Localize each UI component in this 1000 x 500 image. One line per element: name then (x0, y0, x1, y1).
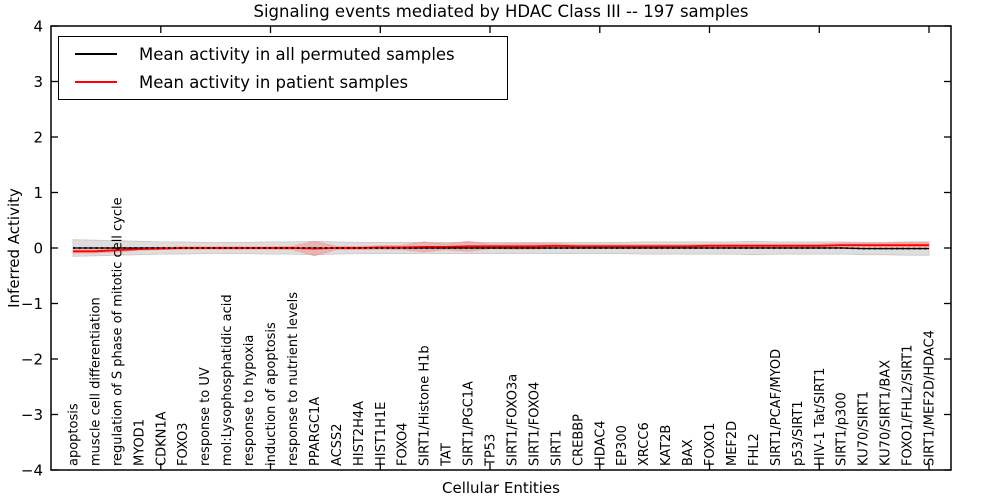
patient-mean-line (73, 244, 929, 253)
x-category-label: SIRT1/FOXO3a (506, 374, 521, 466)
x-category-label: SIRT1/FOXO4 (527, 382, 542, 466)
y-tick-label: −4 (21, 462, 43, 480)
x-category-label: EP300 (615, 425, 630, 466)
x-category-label: MYOD1 (132, 419, 147, 466)
x-category-label: FOXO3 (176, 423, 191, 466)
y-tick-label: 3 (33, 73, 43, 91)
y-tick-label: 4 (33, 18, 43, 36)
x-category-label: KU70/SIRT1 (857, 391, 872, 466)
legend-line-permuted-icon (75, 53, 117, 55)
x-category-label: response to nutrient levels (286, 292, 301, 466)
legend-line-patient-icon (75, 81, 117, 83)
x-category-label: XRCC6 (637, 422, 652, 466)
x-category-label: induction of apoptosis (264, 322, 279, 466)
x-category-label: CREBBP (571, 414, 586, 466)
x-category-label: HDAC4 (593, 420, 608, 466)
y-tick-label: −2 (21, 351, 43, 369)
x-category-label: PPARGC1A (308, 397, 323, 466)
legend: Mean activity in all permuted samples Me… (58, 36, 508, 100)
y-tick-label: 0 (33, 240, 43, 258)
legend-entry-patient: Mean activity in patient samples (59, 69, 507, 95)
x-category-label: FOXO1 (703, 423, 718, 466)
x-category-label: regulation of S phase of mitotic cell cy… (110, 197, 125, 466)
x-category-label: FOXO4 (396, 423, 411, 466)
y-tick-label: −1 (21, 295, 43, 313)
x-category-label: SIRT1/PGC1A (462, 381, 477, 466)
x-category-label: FOXO1/FHL2/SIRT1 (901, 345, 916, 466)
x-category-label: TP53 (484, 434, 499, 467)
y-tick-label: 1 (33, 184, 43, 202)
x-category-label: ACSS2 (330, 423, 345, 466)
x-category-label: BAX (681, 439, 696, 466)
x-category-label: SIRT1/MEF2D/HDAC4 (923, 330, 938, 466)
legend-label-permuted: Mean activity in all permuted samples (139, 44, 455, 64)
x-category-label: KU70/SIRT1/BAX (879, 360, 894, 466)
legend-entry-permuted: Mean activity in all permuted samples (59, 41, 507, 67)
x-category-label: muscle cell differentiation (88, 297, 103, 466)
x-category-label: SIRT1/Histone H1b (418, 345, 433, 466)
y-tick-label: −3 (21, 406, 43, 424)
x-category-label: apoptosis (67, 403, 82, 466)
legend-label-patient: Mean activity in patient samples (139, 72, 409, 92)
chart-title: Signaling events mediated by HDAC Class … (253, 2, 749, 21)
x-category-label: response to UV (198, 367, 213, 466)
x-category-label: HIST2H4A (352, 401, 367, 466)
x-category-label: HIST1H1E (374, 402, 389, 466)
y-tick-label: 2 (33, 129, 43, 147)
x-category-label: SIRT1/PCAF/MYOD (769, 349, 784, 466)
x-axis-label: Cellular Entities (442, 479, 560, 497)
x-category-label: mol:Lysophosphatidic acid (220, 294, 235, 466)
x-category-label: SIRT1/p300 (835, 392, 850, 466)
x-category-label: MEF2D (725, 421, 740, 466)
x-category-label: HIV-1 Tat/SIRT1 (813, 368, 828, 466)
permuted-mean-dashes (73, 247, 929, 250)
x-category-label: TAT (440, 443, 455, 467)
x-category-label: KAT2B (659, 425, 674, 466)
x-category-label: p53/SIRT1 (791, 400, 806, 466)
x-category-label: SIRT1 (549, 430, 564, 466)
x-category-label: CDKN1A (154, 411, 169, 466)
x-category-label: FHL2 (747, 433, 762, 466)
x-category-label: response to hypoxia (242, 335, 257, 466)
